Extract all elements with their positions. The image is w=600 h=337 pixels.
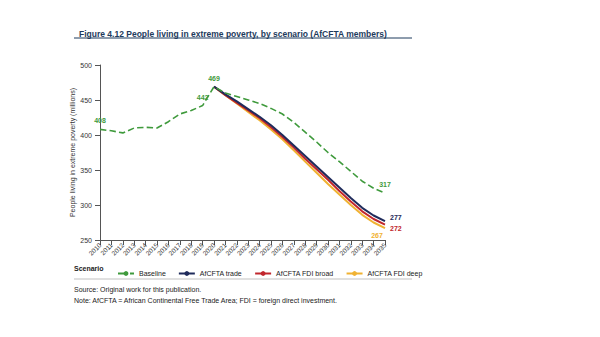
svg-text:2015: 2015 [144, 241, 160, 257]
svg-text:2018: 2018 [178, 241, 194, 257]
svg-text:Figure 4.12 People living in e: Figure 4.12 People living in extreme pov… [79, 29, 387, 39]
svg-text:Note: AfCFTA = African Contine: Note: AfCFTA = African Continental Free … [74, 297, 337, 305]
svg-text:2020: 2020 [201, 241, 217, 257]
svg-text:2030: 2030 [315, 241, 331, 257]
svg-text:2021: 2021 [212, 241, 228, 257]
svg-text:267: 267 [371, 232, 383, 239]
svg-text:AfCFTA FDI broad: AfCFTA FDI broad [276, 270, 333, 277]
svg-text:350: 350 [80, 167, 92, 174]
svg-text:AfCFTA FDI deep: AfCFTA FDI deep [368, 270, 423, 278]
svg-text:2022: 2022 [224, 241, 240, 257]
svg-text:300: 300 [80, 202, 92, 209]
svg-text:Baseline: Baseline [139, 270, 166, 277]
svg-text:272: 272 [390, 225, 402, 232]
svg-text:2017: 2017 [167, 241, 183, 257]
svg-text:400: 400 [80, 132, 92, 139]
svg-text:450: 450 [80, 97, 92, 104]
svg-text:2019: 2019 [189, 241, 206, 257]
svg-text:469: 469 [208, 75, 220, 82]
svg-text:2024: 2024 [246, 241, 263, 257]
svg-text:2033: 2033 [349, 241, 365, 257]
svg-text:Source: Original work for this: Source: Original work for this publicati… [74, 286, 201, 294]
svg-text:408: 408 [94, 117, 106, 124]
svg-text:2010: 2010 [87, 241, 103, 257]
svg-text:2032: 2032 [338, 241, 354, 257]
svg-text:442: 442 [197, 94, 209, 101]
svg-text:2025: 2025 [258, 241, 274, 257]
svg-text:277: 277 [390, 214, 402, 221]
svg-text:2029: 2029 [303, 241, 320, 257]
svg-text:2012: 2012 [110, 241, 126, 257]
svg-text:2034: 2034 [360, 241, 377, 257]
svg-text:250: 250 [80, 237, 92, 244]
svg-text:2031: 2031 [326, 241, 342, 257]
svg-text:2023: 2023 [235, 241, 251, 257]
svg-text:People living in extreme pover: People living in extreme poverty (millio… [69, 88, 77, 217]
svg-text:317: 317 [379, 181, 391, 188]
svg-text:AfCFTA trade: AfCFTA trade [200, 270, 242, 277]
svg-text:2026: 2026 [269, 241, 285, 257]
svg-text:2027: 2027 [281, 241, 297, 257]
svg-text:2011: 2011 [99, 241, 114, 257]
svg-text:Scenario: Scenario [74, 265, 104, 272]
svg-text:500: 500 [80, 62, 92, 69]
svg-text:2013: 2013 [121, 241, 137, 257]
svg-text:2035: 2035 [372, 241, 387, 256]
svg-text:2028: 2028 [292, 241, 308, 257]
svg-text:2014: 2014 [132, 241, 149, 257]
svg-text:2016: 2016 [155, 241, 171, 257]
